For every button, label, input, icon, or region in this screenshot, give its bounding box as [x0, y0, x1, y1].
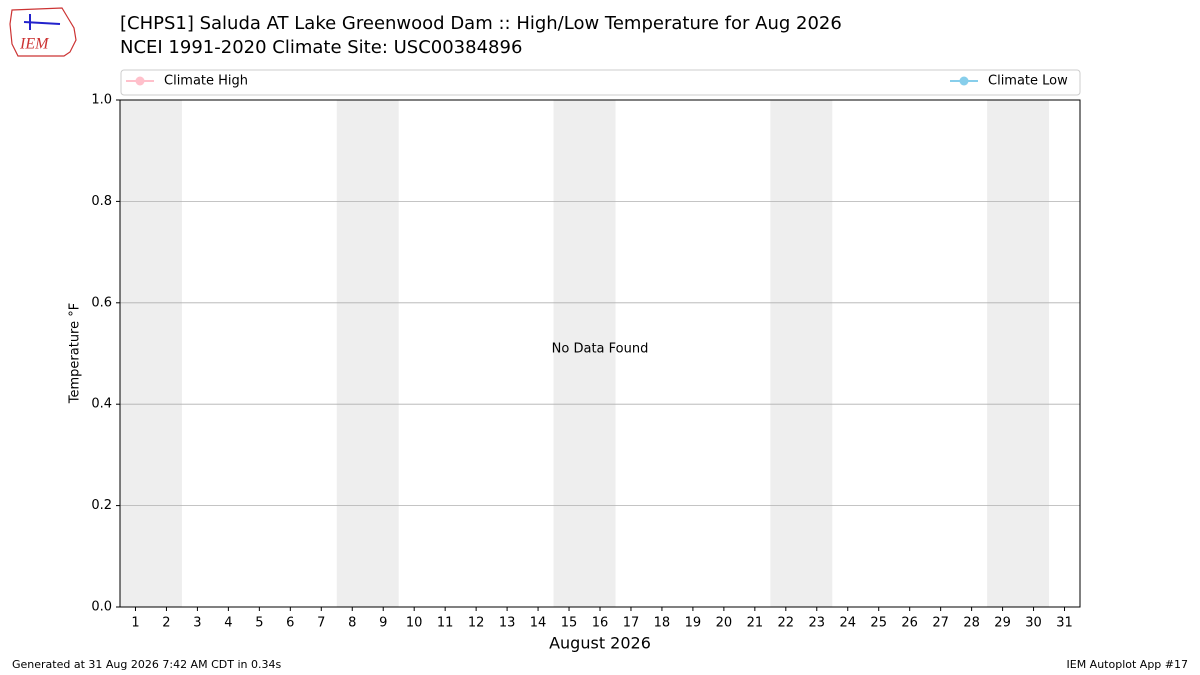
no-data-annotation: No Data Found — [552, 342, 649, 357]
x-tick-label: 28 — [963, 616, 980, 631]
x-tick-label: 29 — [994, 616, 1011, 631]
x-tick-label: 15 — [561, 616, 578, 631]
x-tick-label: 12 — [468, 616, 485, 631]
y-tick-label: 0.6 — [91, 295, 112, 310]
logo: IEM — [9, 7, 77, 57]
footer-right: IEM Autoplot App #17 — [1067, 658, 1189, 671]
x-tick-label: 9 — [379, 616, 387, 631]
weekend-shade — [336, 100, 399, 607]
y-axis-label: Temperature °F — [68, 303, 83, 404]
footer-left: Generated at 31 Aug 2026 7:42 AM CDT in … — [12, 658, 281, 671]
legend-label: Climate Low — [988, 74, 1068, 89]
x-tick-label: 30 — [1025, 616, 1042, 631]
logo-outline — [9, 7, 77, 57]
y-tick-label: 0.4 — [91, 397, 112, 412]
x-tick-label: 11 — [437, 616, 454, 631]
x-tick-label: 5 — [255, 616, 263, 631]
x-tick-label: 27 — [932, 616, 949, 631]
x-tick-label: 18 — [654, 616, 671, 631]
y-tick-label: 1.0 — [91, 93, 112, 108]
x-tick-label: 16 — [592, 616, 609, 631]
x-tick-label: 8 — [348, 616, 356, 631]
legend-box — [120, 69, 1081, 96]
x-tick-label: 24 — [839, 616, 856, 631]
x-tick-label: 13 — [499, 616, 516, 631]
x-tick-label: 10 — [406, 616, 423, 631]
legend-marker — [135, 76, 145, 86]
x-tick-label: 26 — [901, 616, 918, 631]
chart-title: [CHPS1] Saluda AT Lake Greenwood Dam :: … — [120, 13, 842, 34]
weekend-shade — [120, 100, 182, 607]
x-tick-label: 3 — [193, 616, 201, 631]
logo-text: IEM — [19, 36, 50, 53]
chart-subtitle: NCEI 1991-2020 Climate Site: USC00384896 — [120, 37, 522, 58]
x-tick-label: 2 — [162, 616, 170, 631]
x-tick-label: 4 — [224, 616, 232, 631]
x-axis-label: August 2026 — [549, 634, 651, 653]
legend-label: Climate High — [164, 74, 248, 89]
x-tick-label: 25 — [870, 616, 887, 631]
y-tick-label: 0.0 — [91, 600, 112, 615]
x-tick-label: 31 — [1056, 616, 1073, 631]
x-tick-label: 7 — [317, 616, 325, 631]
x-tick-label: 17 — [623, 616, 640, 631]
x-tick-label: 21 — [747, 616, 764, 631]
y-tick-label: 0.2 — [91, 498, 112, 513]
x-tick-label: 20 — [716, 616, 733, 631]
legend-marker — [959, 76, 969, 86]
weekend-shade — [987, 100, 1050, 607]
x-tick-label: 19 — [685, 616, 702, 631]
x-tick-label: 14 — [530, 616, 547, 631]
x-tick-label: 23 — [809, 616, 826, 631]
weekend-shade — [770, 100, 833, 607]
x-tick-label: 1 — [131, 616, 139, 631]
y-tick-label: 0.8 — [91, 194, 112, 209]
weekend-shade — [553, 100, 616, 607]
x-tick-label: 6 — [286, 616, 294, 631]
plot-frame — [119, 99, 1081, 608]
x-tick-label: 22 — [778, 616, 795, 631]
